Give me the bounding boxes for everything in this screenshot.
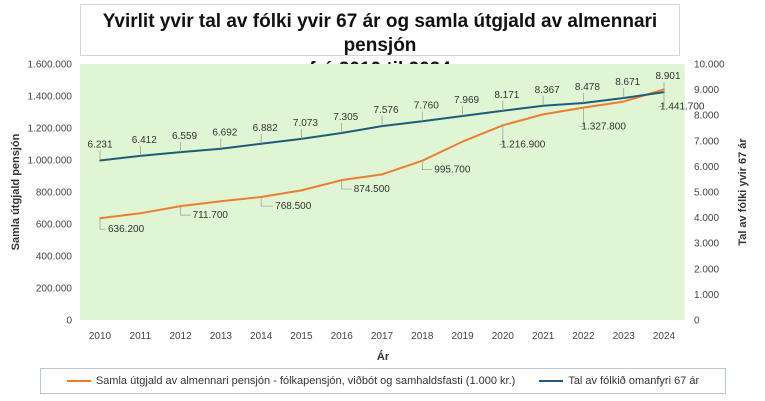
data-label-population: 7.576 xyxy=(373,105,398,116)
data-label-population: 7.305 xyxy=(333,112,358,123)
x-tick-label: 2016 xyxy=(331,331,354,342)
y-right-tick-label: 4.000 xyxy=(694,213,719,224)
data-label-population: 7.969 xyxy=(454,95,479,106)
data-label-population: 8.671 xyxy=(615,77,640,88)
legend: Samla útgjald av almennari pensjón - fól… xyxy=(40,368,726,394)
leader-line-expenditure xyxy=(658,89,665,107)
y-right-tick-label: 7.000 xyxy=(694,136,719,147)
y-right-tick-label: 6.000 xyxy=(694,162,719,173)
data-label-expenditure: 636.200 xyxy=(108,224,145,235)
y-axis-left: 0 200.000 400.000 600.000 800.000 1.000.000 1.… xyxy=(28,60,73,327)
y-axis-right-title: Tal av fólki yvir 67 ár xyxy=(737,138,749,246)
legend-swatch-population xyxy=(539,380,564,382)
y-left-tick-label: 1.200.000 xyxy=(28,124,73,135)
data-label-population: 6.692 xyxy=(212,128,237,139)
y-left-tick-label: 0 xyxy=(66,316,72,327)
y-left-tick-label: 1.400.000 xyxy=(28,92,73,103)
x-tick-label: 2017 xyxy=(371,331,394,342)
data-label-expenditure: 874.500 xyxy=(354,184,391,195)
y-left-tick-label: 400.000 xyxy=(36,252,73,263)
y-right-tick-label: 3.000 xyxy=(694,239,719,250)
point-expenditure xyxy=(220,200,222,203)
x-tick-label: 2014 xyxy=(250,331,273,342)
data-label-expenditure: 768.500 xyxy=(275,201,312,212)
y-axis-right: 0 1.000 2.000 3.000 4.000 5.000 6.000 7.000 8.00… xyxy=(694,60,725,327)
y-right-tick-label: 0 xyxy=(694,316,700,327)
point-expenditure xyxy=(622,100,625,103)
y-right-tick-label: 8.000 xyxy=(694,111,719,122)
x-axis: 2010 2011 2012 2013 2014 2015 2016 2017 2018 2019… xyxy=(89,331,676,342)
y-left-tick-label: 600.000 xyxy=(36,220,73,231)
y-left-tick-label: 800.000 xyxy=(36,188,73,199)
x-tick-label: 2013 xyxy=(210,331,233,342)
point-expenditure xyxy=(461,140,464,143)
y-right-tick-label: 10.000 xyxy=(694,60,725,71)
data-label-population: 7.760 xyxy=(414,100,439,111)
y-left-tick-label: 1.600.000 xyxy=(28,60,73,71)
y-left-tick-label: 200.000 xyxy=(36,284,73,295)
y-right-tick-label: 9.000 xyxy=(694,85,719,96)
point-expenditure xyxy=(300,189,303,192)
x-tick-label: 2024 xyxy=(653,331,676,342)
legend-item-expenditure: Samla útgjald av almennari pensjón - fól… xyxy=(66,375,516,387)
data-label-population: 6.412 xyxy=(132,135,157,146)
title-frame xyxy=(80,4,680,56)
x-tick-label: 2022 xyxy=(572,331,595,342)
leader-line-expenditure xyxy=(498,125,504,145)
y-right-tick-label: 2.000 xyxy=(694,264,719,275)
data-label-population: 7.073 xyxy=(293,118,318,129)
data-label-population: 8.367 xyxy=(535,85,560,96)
point-expenditure xyxy=(139,212,142,215)
point-expenditure xyxy=(502,124,504,127)
x-tick-label: 2012 xyxy=(169,331,192,342)
leader-line-expenditure xyxy=(421,160,433,171)
legend-label-population: Tal av fólkið omanfyri 67 ár xyxy=(568,375,700,387)
data-label-expenditure: 711.700 xyxy=(193,210,229,221)
x-tick-label: 2015 xyxy=(290,331,313,342)
legend-item-population: Tal av fólkið omanfyri 67 ár xyxy=(539,375,699,387)
y-right-tick-label: 5.000 xyxy=(694,188,719,199)
data-label-population: 8.478 xyxy=(575,82,600,93)
point-expenditure xyxy=(381,173,383,176)
leader-line-expenditure xyxy=(341,180,352,190)
x-tick-label: 2020 xyxy=(492,331,515,342)
data-label-population: 6.559 xyxy=(172,131,197,142)
x-tick-label: 2011 xyxy=(130,331,152,342)
data-label-expenditure: 1.327.800 xyxy=(581,122,626,133)
chart-title-line-1: Yvirlit yvir tal av fólki yvir 67 ár og … xyxy=(102,11,658,56)
data-label-expenditure: 995.700 xyxy=(434,165,471,176)
data-label-expenditure: 1.216.900 xyxy=(501,139,546,150)
leader-line-expenditure xyxy=(579,107,584,127)
x-tick-label: 2010 xyxy=(89,331,112,342)
leader-line-expenditure xyxy=(99,218,106,230)
data-label-population: 8.901 xyxy=(655,71,680,82)
data-label-population: 8.171 xyxy=(494,90,519,101)
legend-swatch-expenditure xyxy=(66,380,91,382)
x-axis-title: Ár xyxy=(377,350,390,363)
x-tick-label: 2021 xyxy=(532,331,555,342)
x-tick-label: 2018 xyxy=(411,331,434,342)
x-tick-label: 2019 xyxy=(451,331,474,342)
point-expenditure xyxy=(542,113,544,116)
leader-line-expenditure xyxy=(180,206,191,216)
legend-label-expenditure: Samla útgjald av almennari pensjón - fól… xyxy=(95,375,516,387)
leader-line-expenditure xyxy=(260,197,274,207)
y-left-tick-label: 1.000.000 xyxy=(28,156,73,167)
data-label-population: 6.231 xyxy=(87,139,112,150)
data-label-population: 6.882 xyxy=(253,123,278,134)
y-axis-left-title: Samla útgjald pensjón xyxy=(10,133,22,250)
data-label-layer: 636.200 711.700 768.500 874.500 995.700 1.216… xyxy=(87,71,704,235)
y-right-tick-label: 1.000 xyxy=(694,290,719,301)
data-label-expenditure: 1.441.700 xyxy=(660,101,705,112)
series-layer xyxy=(99,88,665,220)
x-tick-label: 2023 xyxy=(613,331,636,342)
